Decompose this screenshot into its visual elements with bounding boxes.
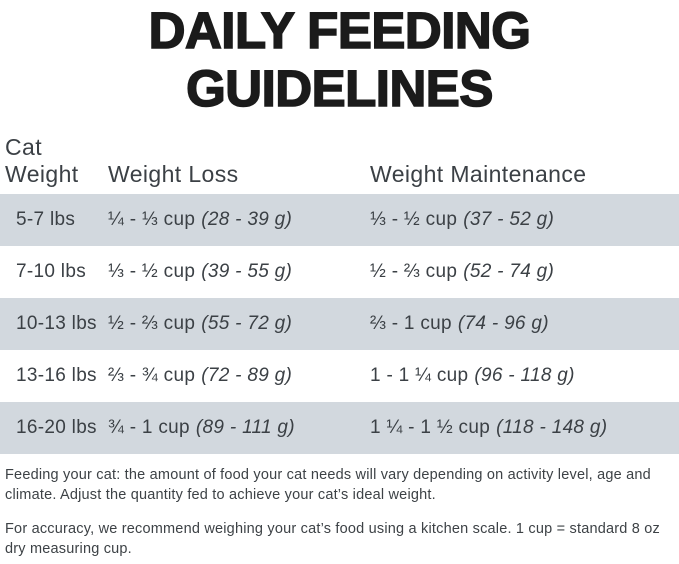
cell-weight-loss: ¼ - ⅓ cup (28 - 39 g) (108, 209, 370, 231)
cell-weight-loss: ⅓ - ½ cup (39 - 55 g) (108, 261, 370, 283)
cell-cat-weight: 10-13 lbs (16, 313, 97, 334)
cell-cat-weight: 13-16 lbs (16, 365, 97, 386)
loss-grams: (28 - 39 g) (201, 209, 293, 230)
maintenance-cups: 1 ¼ - 1 ½ cup (370, 417, 491, 438)
loss-grams: (39 - 55 g) (201, 261, 293, 282)
cell-cat-weight: 7-10 lbs (16, 261, 86, 282)
maintenance-cups: ⅔ - 1 cup (370, 313, 452, 334)
cell-weight-loss: ¾ - 1 cup (89 - 111 g) (108, 417, 370, 439)
table-row: 7-10 lbs ⅓ - ½ cup (39 - 55 g) ½ - ⅔ cup(… (0, 246, 679, 298)
footer-note-accuracy: For accuracy, we recommend weighing your… (5, 521, 660, 557)
cell-weight-loss: ⅔ - ¾ cup (72 - 89 g) (108, 365, 370, 387)
cell-weight-maintenance: ⅓ - ½ cup (37 - 52 g) (370, 209, 679, 231)
table-header-row: Cat Weight Weight Loss Weight Maintenanc… (0, 118, 679, 194)
loss-grams: (55 - 72 g) (201, 313, 293, 334)
header-weight-loss: Weight Loss (108, 161, 239, 187)
maintenance-cups: 1 - 1 ¼ cup (370, 365, 469, 386)
footer-note-feeding: Feeding your cat: the amount of food you… (5, 467, 651, 503)
cell-weight-maintenance: 1 ¼ - 1 ½ cup (118 - 148 g) (370, 417, 679, 439)
maintenance-grams: (96 - 118 g) (474, 365, 575, 386)
table-row: 16-20 lbs ¾ - 1 cup (89 - 111 g) 1 ¼ - 1 … (0, 402, 679, 454)
cell-weight-maintenance: ½ - ⅔ cup (52 - 74 g) (370, 261, 679, 283)
maintenance-grams: (37 - 52 g) (463, 209, 555, 230)
loss-grams: (89 - 111 g) (195, 417, 295, 438)
loss-grams: (72 - 89 g) (201, 365, 293, 386)
table-row: 5-7 lbs ¼ - ⅓ cup (28 - 39 g) ⅓ - ½ cup (3… (0, 194, 679, 246)
cell-cat-weight: 5-7 lbs (16, 209, 76, 230)
cell-weight-maintenance: ⅔ - 1 cup (74 - 96 g) (370, 313, 679, 335)
page-title-line1: DAILY FEEDING (148, 1, 532, 60)
page-title-line2: GUIDELINES (185, 59, 494, 118)
maintenance-grams: (74 - 96 g) (457, 313, 549, 334)
table-row: 13-16 lbs ⅔ - ¾ cup (72 - 89 g) 1 - 1 ¼ c… (0, 350, 679, 402)
maintenance-grams: (52 - 74 g) (463, 261, 555, 282)
cell-weight-maintenance: 1 - 1 ¼ cup (96 - 118 g) (370, 365, 679, 387)
cell-weight-loss: ½ - ⅔ cup (55 - 72 g) (108, 313, 370, 335)
loss-cups: ¾ - 1 cup (108, 417, 190, 438)
footer-notes: Feeding your cat: the amount of food you… (0, 454, 679, 559)
page-title: DAILY FEEDING GUIDELINES (0, 0, 679, 118)
maintenance-grams: (118 - 148 g) (496, 417, 608, 438)
loss-cups: ¼ - ⅓ cup (108, 209, 196, 230)
loss-cups: ½ - ⅔ cup (108, 313, 196, 334)
cell-cat-weight: 16-20 lbs (16, 417, 97, 438)
maintenance-cups: ½ - ⅔ cup (370, 261, 458, 282)
loss-cups: ⅓ - ½ cup (108, 261, 196, 282)
header-cat-weight: Cat Weight (5, 134, 79, 187)
table-row: 10-13 lbs ½ - ⅔ cup (55 - 72 g) ⅔ - 1 cup… (0, 298, 679, 350)
maintenance-cups: ⅓ - ½ cup (370, 209, 458, 230)
loss-cups: ⅔ - ¾ cup (108, 365, 196, 386)
feeding-table: Cat Weight Weight Loss Weight Maintenanc… (0, 118, 679, 454)
header-weight-maintenance: Weight Maintenance (370, 161, 587, 187)
